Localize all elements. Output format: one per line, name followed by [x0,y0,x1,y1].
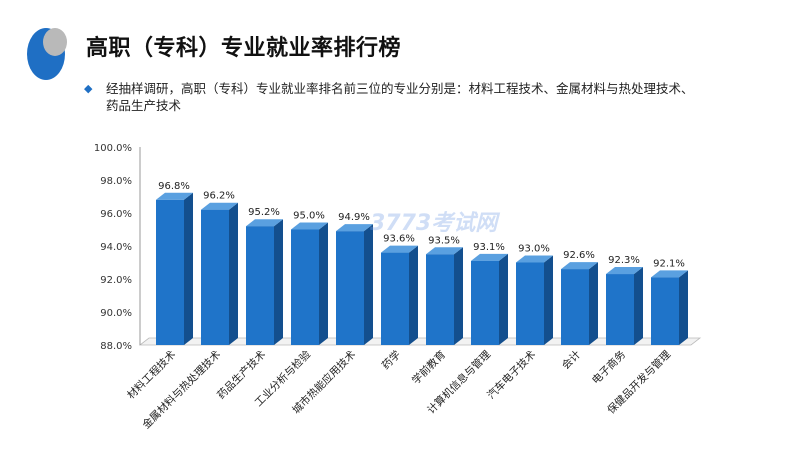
y-tick-label: 90.0% [100,308,132,319]
y-tick-label: 92.0% [100,275,132,286]
data-label: 92.1% [653,258,685,269]
data-label: 96.8% [158,181,190,192]
data-label: 92.3% [608,255,640,266]
bar-side [634,267,643,345]
y-tick-label: 94.0% [100,242,132,253]
data-label: 95.2% [248,207,280,218]
data-label: 93.5% [428,235,460,246]
bar-top [606,267,643,275]
bar-side [364,224,373,345]
bar [516,262,544,345]
x-tick-label: 药学 [379,348,403,372]
bar-top [201,202,238,210]
bar-top [471,253,508,261]
bar-side [409,245,418,345]
bar [291,229,319,345]
bullet-point: ◆ 经抽样调研，高职（专科）专业就业率排名前三位的专业分别是：材料工程技术、金属… [84,80,698,114]
bar [201,209,229,345]
logo-icon [27,28,67,80]
bar [246,226,274,345]
bar-top [516,255,553,263]
bar [606,274,634,345]
bar-side [229,202,238,345]
y-tick-label: 98.0% [100,176,132,187]
bar-top [426,247,463,255]
data-label: 93.0% [518,244,550,255]
bullet-text: 经抽样调研，高职（专科）专业就业率排名前三位的专业分别是：材料工程技术、金属材料… [106,81,694,113]
page-title: 高职（专科）专业就业率排行榜 [86,36,402,61]
x-tick-label: 金属材料与热处理技术 [140,348,224,432]
bar-side [679,270,688,345]
x-tick-label: 汽车电子技术 [484,348,538,402]
y-tick-label: 100.0% [94,143,132,154]
data-label: 92.6% [563,250,595,261]
bar [651,277,679,345]
bar [381,252,409,345]
x-tick-label: 学前教育 [409,348,448,387]
y-tick-label: 96.0% [100,209,132,220]
bar-side [319,222,328,345]
bar [426,254,454,345]
data-label: 96.2% [203,191,235,202]
bar-top [381,245,418,253]
data-label: 94.9% [338,212,370,223]
bar-side [544,255,553,345]
bar-side [274,219,283,345]
x-tick-label: 会计 [559,348,583,372]
data-label: 95.0% [293,211,325,222]
y-tick-label: 88.0% [100,341,132,352]
data-label: 93.6% [383,234,415,245]
data-label: 93.1% [473,242,505,253]
bar-side [454,247,463,345]
x-tick-label: 电子商务 [589,348,628,387]
bar [561,269,589,345]
bar [471,260,499,345]
bar-side [499,253,508,345]
bar-top [291,222,328,230]
bar-side [184,192,193,345]
bar [156,199,184,345]
bar-top [246,219,283,227]
watermark: 3773考试网 [370,211,498,236]
bar-side [589,262,598,345]
bar-top [561,262,598,270]
bar [336,231,364,345]
diamond-bullet-icon: ◆ [84,82,93,95]
bar-top [156,192,193,200]
bar-top [651,270,688,278]
bar-top [336,224,373,232]
